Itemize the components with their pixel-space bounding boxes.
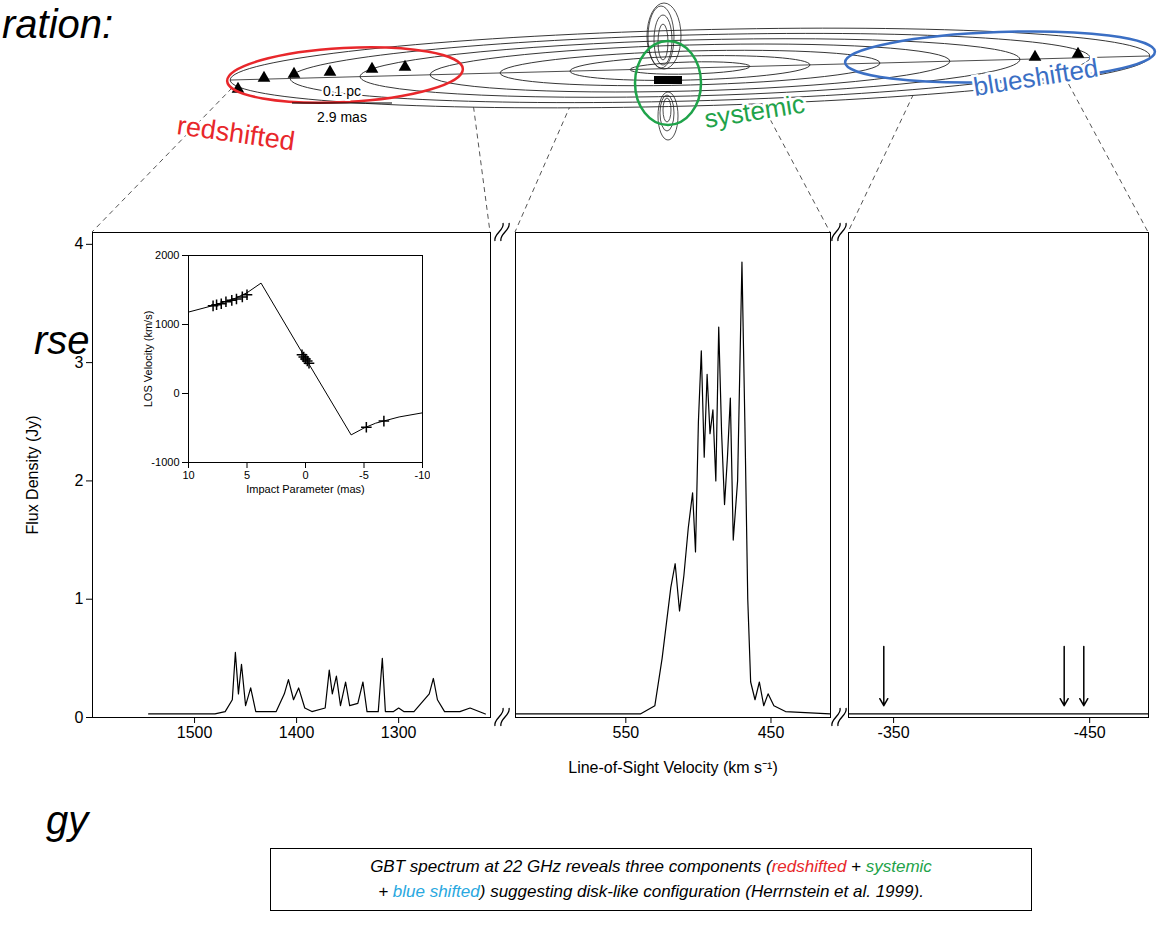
svg-text:10: 10: [182, 469, 194, 481]
svg-text:550: 550: [612, 724, 639, 741]
svg-text:4: 4: [75, 235, 84, 252]
svg-text:LOS Velocity (km/s): LOS Velocity (km/s): [142, 311, 154, 408]
svg-text:-5: -5: [359, 469, 369, 481]
svg-text:0.1 pc: 0.1 pc: [323, 83, 361, 99]
svg-text:0: 0: [173, 387, 179, 399]
svg-text:-450: -450: [1074, 724, 1106, 741]
svg-text:3: 3: [75, 354, 84, 371]
svg-text:Impact Parameter (mas): Impact Parameter (mas): [246, 483, 365, 495]
svg-text:Line-of-Sight Velocity (km s⁻¹: Line-of-Sight Velocity (km s⁻¹): [568, 759, 778, 776]
svg-text:1: 1: [75, 590, 84, 607]
svg-text:0: 0: [75, 709, 84, 726]
svg-text:450: 450: [758, 724, 785, 741]
svg-text:Flux Density (Jy): Flux Density (Jy): [24, 415, 41, 534]
svg-text:-1000: -1000: [151, 456, 179, 468]
svg-text:2: 2: [75, 472, 84, 489]
svg-text:1300: 1300: [381, 724, 417, 741]
svg-text:1000: 1000: [155, 318, 179, 330]
svg-text:0: 0: [302, 469, 308, 481]
svg-text:5: 5: [244, 469, 250, 481]
svg-text:-10: -10: [415, 469, 430, 481]
svg-text:1400: 1400: [279, 724, 315, 741]
svg-text:systemic: systemic: [702, 88, 807, 133]
svg-text:blueshifted: blueshifted: [971, 53, 1100, 102]
svg-text:1500: 1500: [177, 724, 213, 741]
svg-text:redshifted: redshifted: [175, 110, 297, 156]
svg-text:2000: 2000: [155, 249, 179, 261]
svg-text:-350: -350: [878, 724, 910, 741]
svg-text:2.9 mas: 2.9 mas: [317, 109, 367, 125]
